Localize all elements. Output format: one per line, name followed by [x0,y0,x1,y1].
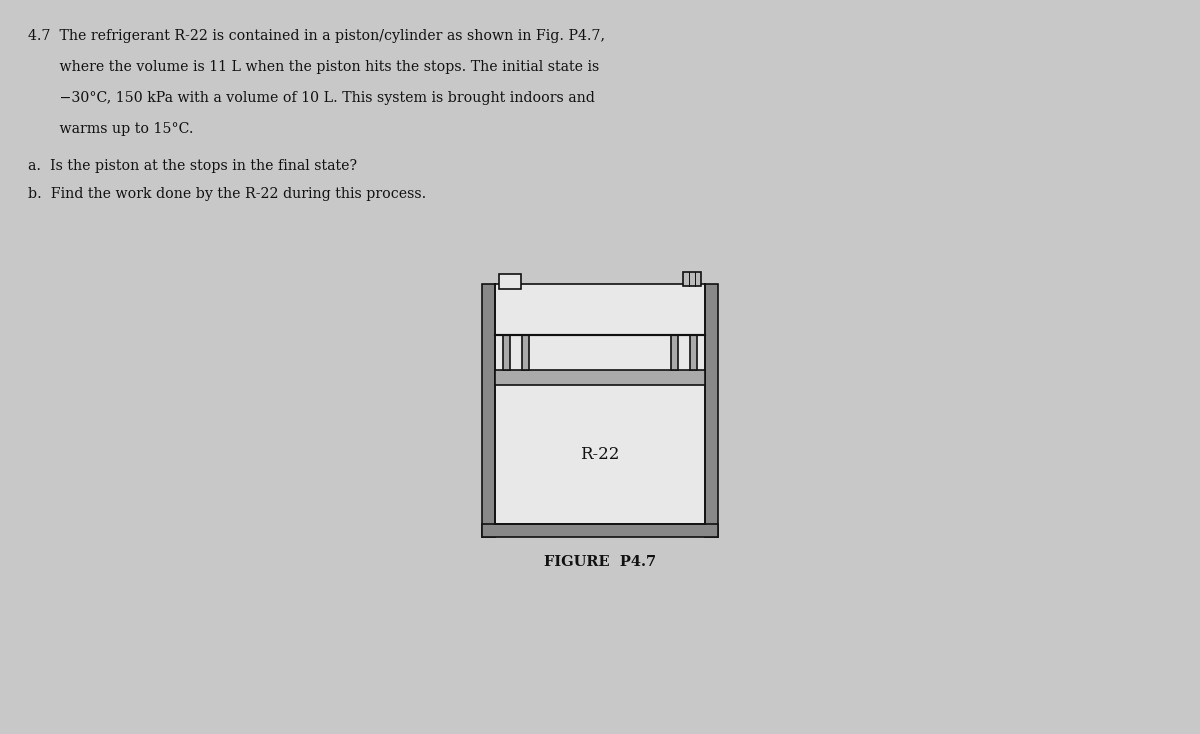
Bar [683,272,701,286]
Bar [706,284,718,537]
Bar [499,274,521,289]
Bar [482,524,718,537]
Text: a.  Is the piston at the stops in the final state?: a. Is the piston at the stops in the fin… [28,159,358,173]
Text: 4.7  The refrigerant R-22 is contained in a piston/cylinder as shown in Fig. P4.: 4.7 The refrigerant R-22 is contained in… [28,29,605,43]
Text: warms up to 15°C.: warms up to 15°C. [28,122,193,136]
Text: R-22: R-22 [581,446,619,463]
Text: b.  Find the work done by the R-22 during this process.: b. Find the work done by the R-22 during… [28,187,426,201]
Bar [496,370,706,385]
Text: −30°C, 150 kPa with a volume of 10 L. This system is brought indoors and: −30°C, 150 kPa with a volume of 10 L. Th… [28,91,595,105]
Bar [503,335,510,370]
Bar [690,335,697,370]
Text: FIGURE  P4.7: FIGURE P4.7 [544,555,656,569]
Bar [496,284,706,524]
Bar [671,335,678,370]
Bar [482,284,496,537]
Bar [522,335,529,370]
Text: where the volume is 11 L when the piston hits the stops. The initial state is: where the volume is 11 L when the piston… [28,60,599,74]
